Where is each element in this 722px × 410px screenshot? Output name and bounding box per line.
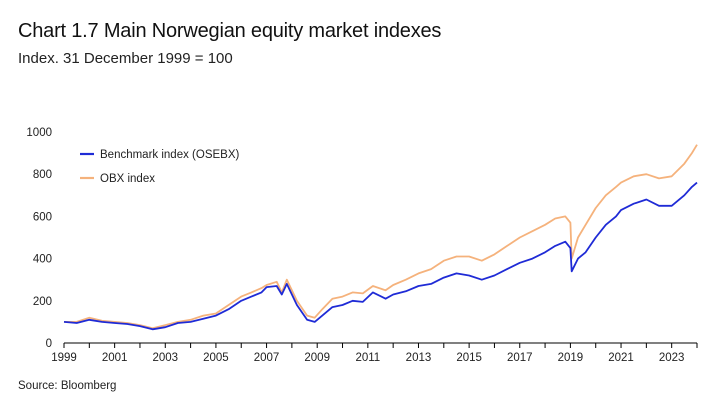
y-tick-label: 0 (46, 338, 52, 350)
x-tick-label: 2017 (507, 352, 533, 364)
x-tick-label: 2015 (456, 352, 482, 364)
y-tick-label: 800 (33, 169, 52, 181)
legend-label: OBX index (100, 173, 155, 185)
x-tick-label: 2021 (608, 352, 634, 364)
y-axis-ticks: 0 200 400 600 800 1000 (26, 127, 52, 350)
series-layer (63, 144, 698, 331)
x-tick-label: 2019 (558, 352, 584, 364)
legend-label: Benchmark index (OSEBX) (100, 149, 240, 161)
x-tick-label: 2011 (355, 352, 380, 364)
y-tick-label: 200 (33, 296, 52, 308)
legend: Benchmark index (OSEBX) OBX index (80, 149, 240, 185)
x-tick-label: 2013 (406, 352, 432, 364)
y-tick-label: 600 (33, 211, 52, 223)
x-tick-label: 1999 (51, 352, 77, 364)
series-line-osebx (63, 181, 698, 331)
y-tick-label: 400 (33, 254, 52, 266)
x-tick-label: 2003 (152, 352, 178, 364)
source-note: Source: Bloomberg (18, 380, 117, 392)
x-axis-ticks: 1999 2001 2003 2005 2007 2009 2011 2013 2015 2017… (51, 343, 698, 364)
x-tick-label: 2023 (659, 352, 685, 364)
x-tick-label: 2001 (102, 352, 128, 364)
y-tick-label: 1000 (26, 127, 52, 139)
series-line-obx (64, 144, 698, 330)
chart-subtitle: Index. 31 December 1999 = 100 (18, 50, 233, 67)
x-tick-label: 2009 (304, 352, 330, 364)
x-tick-label: 2005 (203, 352, 229, 364)
x-tick-label: 2007 (254, 352, 280, 364)
chart-title: Chart 1.7 Main Norwegian equity market i… (18, 20, 442, 42)
